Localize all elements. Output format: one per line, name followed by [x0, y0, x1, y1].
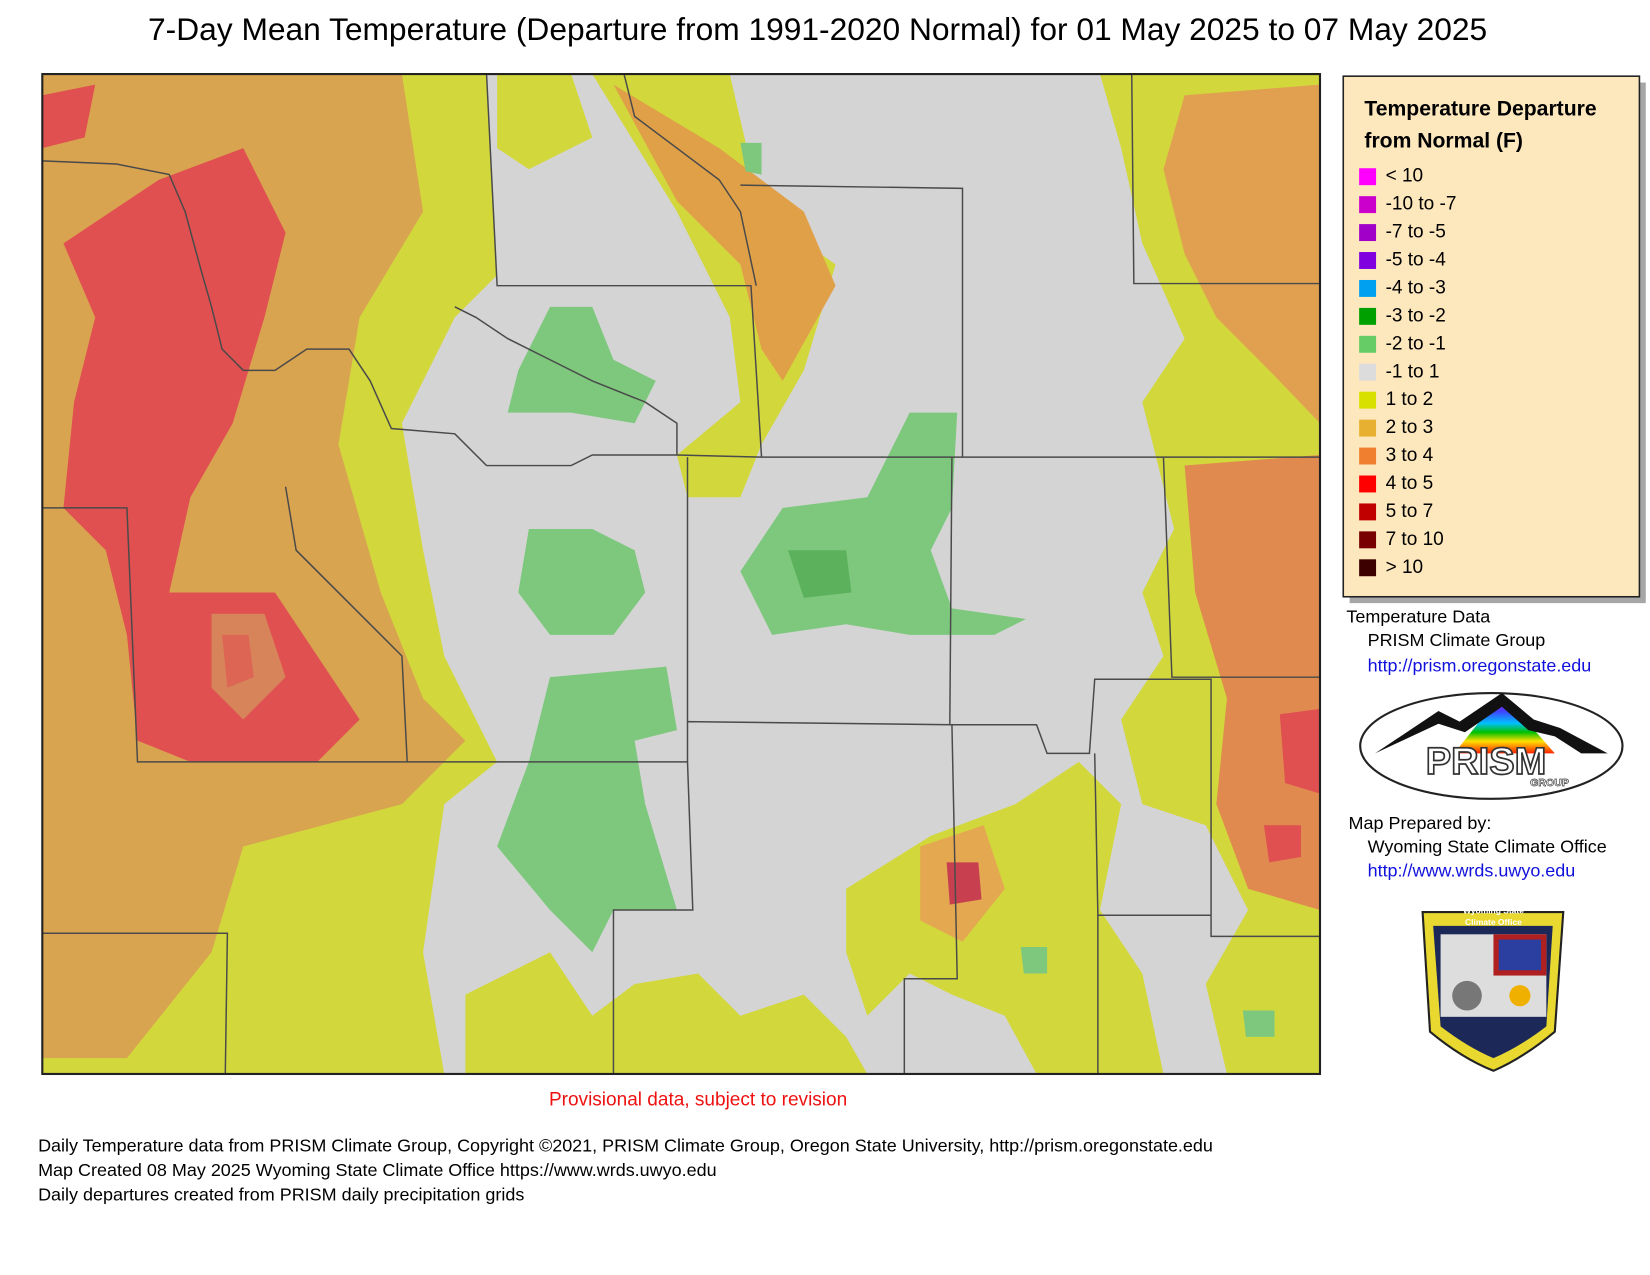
footer-line: Daily departures created from PRISM dail…: [38, 1184, 524, 1204]
wsco-logo-text: Climate Office: [1465, 917, 1522, 927]
legend-label: -4 to -3: [1386, 277, 1446, 298]
legend-swatch: [1359, 419, 1377, 437]
wsco-logo: Wyoming State Climate Office: [1421, 905, 1565, 1072]
map-fill-part: [613, 84, 836, 381]
credit-source: PRISM Climate Group: [1368, 630, 1546, 650]
county-lines-part: [485, 74, 763, 458]
prism-logo-part: [1375, 693, 1608, 754]
county-lines-part: [949, 457, 953, 725]
legend-label: 7 to 10: [1386, 529, 1444, 550]
map-fill-part: [497, 666, 677, 953]
county-lines-part: [612, 761, 694, 1074]
map-fill-part: [1163, 84, 1320, 424]
legend-box: [1342, 75, 1641, 598]
legend-swatch: [1359, 475, 1377, 493]
credit-url[interactable]: http://prism.oregonstate.edu: [1368, 655, 1592, 675]
legend-label: < 10: [1386, 166, 1424, 187]
map-fill-part: [518, 529, 646, 635]
credit-heading: Temperature Data: [1346, 607, 1490, 627]
legend-swatch: [1359, 363, 1377, 381]
county-lines-part: [42, 932, 229, 1074]
legend-label: -10 to -7: [1386, 194, 1457, 215]
prism-logo-subtext: GROUP: [1530, 777, 1569, 789]
map-fill-part: [1263, 708, 1320, 863]
county-lines-part: [454, 306, 678, 455]
legend-label: -7 to -5: [1386, 222, 1446, 243]
legend-label: 4 to 5: [1386, 473, 1434, 494]
legend-label: > 10: [1386, 557, 1424, 578]
county-lines: [42, 73, 1320, 1074]
legend-swatch: [1359, 279, 1377, 297]
legend: Temperature Departure from Normal (F) < …: [1342, 75, 1646, 604]
county-lines-part: [1162, 457, 1320, 678]
map-fill: [42, 74, 1320, 1074]
provisional-note: Provisional data, subject to revision: [549, 1089, 847, 1110]
legend-swatch: [1359, 447, 1377, 465]
map-fill-part: [846, 761, 1164, 1074]
wsco-logo-part: [1509, 985, 1531, 1007]
county-lines-part: [284, 486, 408, 762]
legend-label: 3 to 4: [1386, 445, 1434, 466]
wsco-logo-part: [1498, 939, 1542, 971]
prism-logo-part: [1454, 693, 1555, 754]
county-lines-part: [1130, 74, 1320, 285]
legend-swatch: [1359, 559, 1377, 577]
map-fill-part: [507, 306, 656, 424]
prism-logo-text: PRISM: [1426, 741, 1547, 783]
legend-label: -2 to -1: [1386, 333, 1446, 354]
map-fill-part: [787, 550, 852, 598]
footer-line: Map Created 08 May 2025 Wyoming State Cl…: [38, 1160, 717, 1180]
legend-swatch: [1359, 307, 1377, 325]
legend-swatch: [1359, 335, 1377, 353]
county-lines-part: [740, 184, 964, 458]
credit-url[interactable]: http://www.wrds.uwyo.edu: [1368, 861, 1576, 881]
county-lines-part: [903, 724, 958, 1074]
map-fill-part: [1184, 454, 1320, 910]
title: 7-Day Mean Temperature (Departure from 1…: [148, 11, 1487, 47]
footer-line: Daily Temperature data from PRISM Climat…: [38, 1136, 1213, 1156]
legend-swatch: [1359, 252, 1377, 269]
map: Provisional data, subject to revision: [41, 73, 1322, 1110]
county-lines-part: [42, 160, 1320, 467]
map-fill-part: [497, 74, 593, 170]
legend-label: 2 to 3: [1386, 417, 1434, 438]
legend-swatch: [1359, 503, 1377, 521]
map-border: [41, 73, 1322, 1076]
map-fill-part: [42, 84, 360, 762]
map-fill-part: [222, 634, 254, 688]
county-lines-part: [42, 507, 1320, 938]
legend-label: 1 to 2: [1386, 389, 1434, 410]
legend-label: -1 to 1: [1386, 361, 1440, 382]
legend-swatch: [1359, 531, 1377, 549]
legend-swatch: [1359, 196, 1377, 214]
map-fill-part: [946, 862, 982, 905]
credits: Temperature Data PRISM Climate Group htt…: [1346, 607, 1624, 1072]
legend-label: -5 to -4: [1386, 250, 1447, 271]
credit-source: Wyoming State Climate Office: [1368, 836, 1607, 856]
prism-logo: PRISM GROUP: [1359, 691, 1624, 800]
legend-swatch: [1359, 168, 1377, 186]
wsco-logo-part: [1452, 980, 1482, 1011]
legend-swatch: [1359, 224, 1377, 242]
legend-label: 5 to 7: [1386, 501, 1434, 522]
legend-label: -3 to -2: [1386, 305, 1446, 326]
legend-title: Temperature Departure: [1364, 98, 1596, 121]
footer: Daily Temperature data from PRISM Climat…: [38, 1136, 1213, 1205]
map-fill-part: [465, 952, 868, 1074]
wsco-logo-text: Wyoming State: [1463, 905, 1524, 915]
credit-heading: Map Prepared by:: [1349, 813, 1492, 833]
county-lines-part: [623, 73, 757, 286]
legend-swatch: [1359, 391, 1377, 409]
legend-title: from Normal (F): [1364, 129, 1523, 152]
